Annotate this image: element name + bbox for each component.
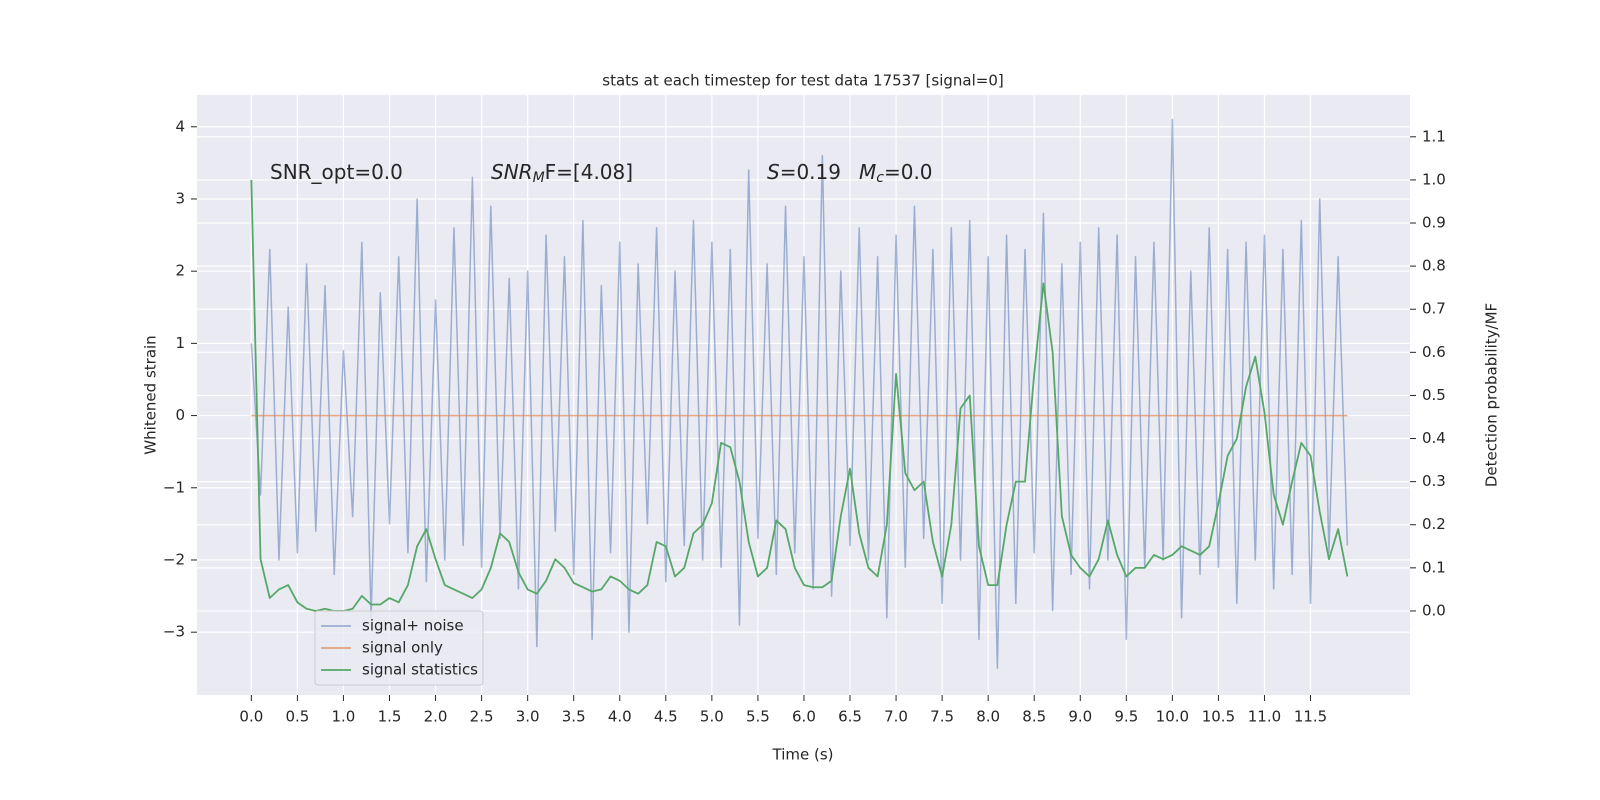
y2-tick-label: 0.5 [1422,386,1446,404]
annotation: S=0.19 [767,160,841,184]
y2-tick-label: 0.7 [1422,300,1446,318]
x-axis-label: Time (s) [772,746,834,764]
x-tick-label: 5.5 [746,708,770,726]
y-tick-label: 1 [175,334,185,352]
annotation: SNR_opt=0.0 [270,160,403,184]
series-line [250,179,1349,612]
y2-tick-label: 0.6 [1422,343,1446,361]
x-tick-label: 3.0 [516,708,540,726]
y2-tick-label: 0.1 [1422,558,1446,576]
x-tick-label: 9.0 [1068,708,1092,726]
annotation: SNRMF=[4.08] [491,160,633,187]
x-tick-label: 2.0 [424,708,448,726]
y2-tick-label: 0.2 [1422,515,1446,533]
x-tick-label: 9.5 [1114,708,1138,726]
annotation-part: SNR_opt=0.0 [270,160,403,184]
x-tick-label: 11.0 [1248,708,1281,726]
x-tick-label: 7.0 [884,708,908,726]
y-axis-label: Whitened strain [142,335,160,454]
annotation-part: =0.0 [884,160,933,184]
legend-label: signal only [362,639,443,657]
annotation-part: M [859,160,876,184]
y2-axis-label: Detection probability/MF [1483,303,1501,487]
y2-tick-label: 0.4 [1422,429,1446,447]
x-tick-label: 4.0 [608,708,632,726]
x-tick-label: 10.0 [1156,708,1189,726]
y2-tick-label: 1.0 [1422,170,1446,188]
y-tick-label: 2 [175,262,185,280]
annotation-part: S [767,160,780,184]
x-tick-label: 3.5 [562,708,586,726]
x-tick-label: 2.5 [470,708,494,726]
annotation-part: =0.19 [780,160,841,184]
y2-tick-label: 0.8 [1422,257,1446,275]
legend-box [314,610,484,686]
x-tick-label: 6.5 [838,708,862,726]
series-line [250,118,1349,670]
x-tick-label: 11.5 [1294,708,1327,726]
x-tick-label: 1.5 [378,708,402,726]
legend-label: signal+ noise [362,617,464,635]
annotation-part: M [533,170,545,186]
y-tick-label: −1 [163,478,185,496]
annotation-part: c [876,170,884,186]
legend-label: signal statistics [362,661,478,679]
y-tick-label: −2 [163,550,185,568]
x-tick-label: 0.5 [285,708,309,726]
y-tick-label: 4 [175,117,185,135]
x-tick-label: 5.0 [700,708,724,726]
y-tick-label: 0 [175,406,185,424]
y2-tick-label: 1.1 [1422,127,1446,145]
x-tick-label: 8.5 [1022,708,1046,726]
y-tick-label: 3 [175,189,185,207]
y2-tick-label: 0.0 [1422,601,1446,619]
x-tick-label: 6.0 [792,708,816,726]
x-tick-label: 8.0 [976,708,1000,726]
annotation-part: F=[4.08] [545,160,633,184]
chart-title: stats at each timestep for test data 175… [602,72,1003,90]
x-tick-label: 7.5 [930,708,954,726]
annotation: Mc=0.0 [859,160,933,187]
x-tick-label: 1.0 [332,708,356,726]
y2-tick-label: 0.3 [1422,472,1446,490]
y-tick-label: −3 [163,623,185,641]
y2-tick-label: 0.9 [1422,214,1446,232]
annotation-part: SNR [491,160,533,184]
x-tick-label: 10.5 [1202,708,1235,726]
x-tick-label: 0.0 [239,708,263,726]
x-tick-label: 4.5 [654,708,678,726]
